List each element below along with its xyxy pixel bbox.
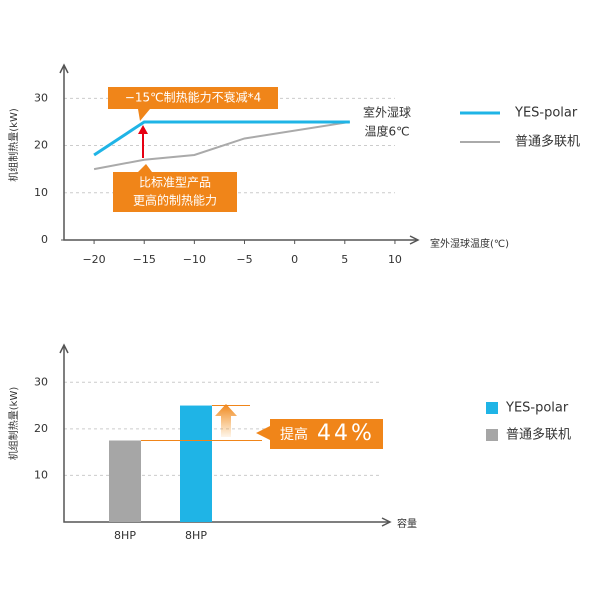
axes: [63, 65, 418, 241]
x-tick-label: 10: [388, 253, 402, 266]
x-tick-label: −15: [133, 253, 156, 266]
x-tick-label: 5: [341, 253, 348, 266]
y-tick-label: 20: [34, 422, 48, 435]
annotation: −15℃制热能力不衰减*4: [125, 90, 261, 105]
x-tick-label: −10: [183, 253, 206, 266]
series-line: [93, 120, 350, 171]
y-tick-label: 10: [34, 468, 48, 481]
callout-box: [108, 87, 278, 121]
legend-swatch: [486, 402, 498, 414]
legend-label: 普通多联机: [515, 134, 580, 150]
legend-label: 普通多联机: [506, 427, 571, 443]
callout-box: [113, 164, 237, 212]
arrow: [215, 404, 237, 437]
y-tick-label: 0: [41, 233, 48, 246]
bar: [180, 405, 212, 522]
x-tick-label: 8HP: [185, 529, 207, 542]
x-axis-label: 容量: [397, 517, 417, 530]
annotation: 44%: [317, 421, 375, 446]
legend-swatch: [486, 429, 498, 441]
x-tick-label: 8HP: [114, 529, 136, 542]
x-axis-label: 室外湿球温度(℃): [430, 237, 509, 250]
legend-label: YES-polar: [514, 106, 578, 121]
legend-label: YES-polar: [505, 401, 569, 416]
annotation: 温度6℃: [364, 124, 409, 139]
y-tick-label: 30: [34, 91, 48, 104]
annotation: 提高: [280, 426, 308, 443]
arrow-head: [59, 63, 69, 74]
arrow-head: [138, 125, 148, 134]
arrow-head: [381, 517, 392, 527]
x-tick-label: −5: [236, 253, 252, 266]
x-tick-label: 0: [291, 253, 298, 266]
axes: [63, 345, 390, 523]
annotation: 室外湿球: [363, 105, 411, 120]
series-line: [93, 120, 350, 157]
annotation: 更高的制热能力: [133, 193, 217, 208]
bar: [109, 440, 141, 522]
x-tick-label: −20: [82, 253, 105, 266]
y-tick-label: 10: [34, 186, 48, 199]
callout-box: [256, 419, 383, 449]
annotation: 比标准型产品: [139, 176, 211, 190]
y-axis-label: 机组制热量(kW): [7, 387, 20, 461]
y-tick-label: 30: [34, 375, 48, 388]
y-axis-label: 机组制热量(kW): [7, 108, 20, 182]
y-tick-label: 20: [34, 139, 48, 152]
arrow-head: [409, 235, 420, 245]
arrow-head: [59, 343, 69, 354]
